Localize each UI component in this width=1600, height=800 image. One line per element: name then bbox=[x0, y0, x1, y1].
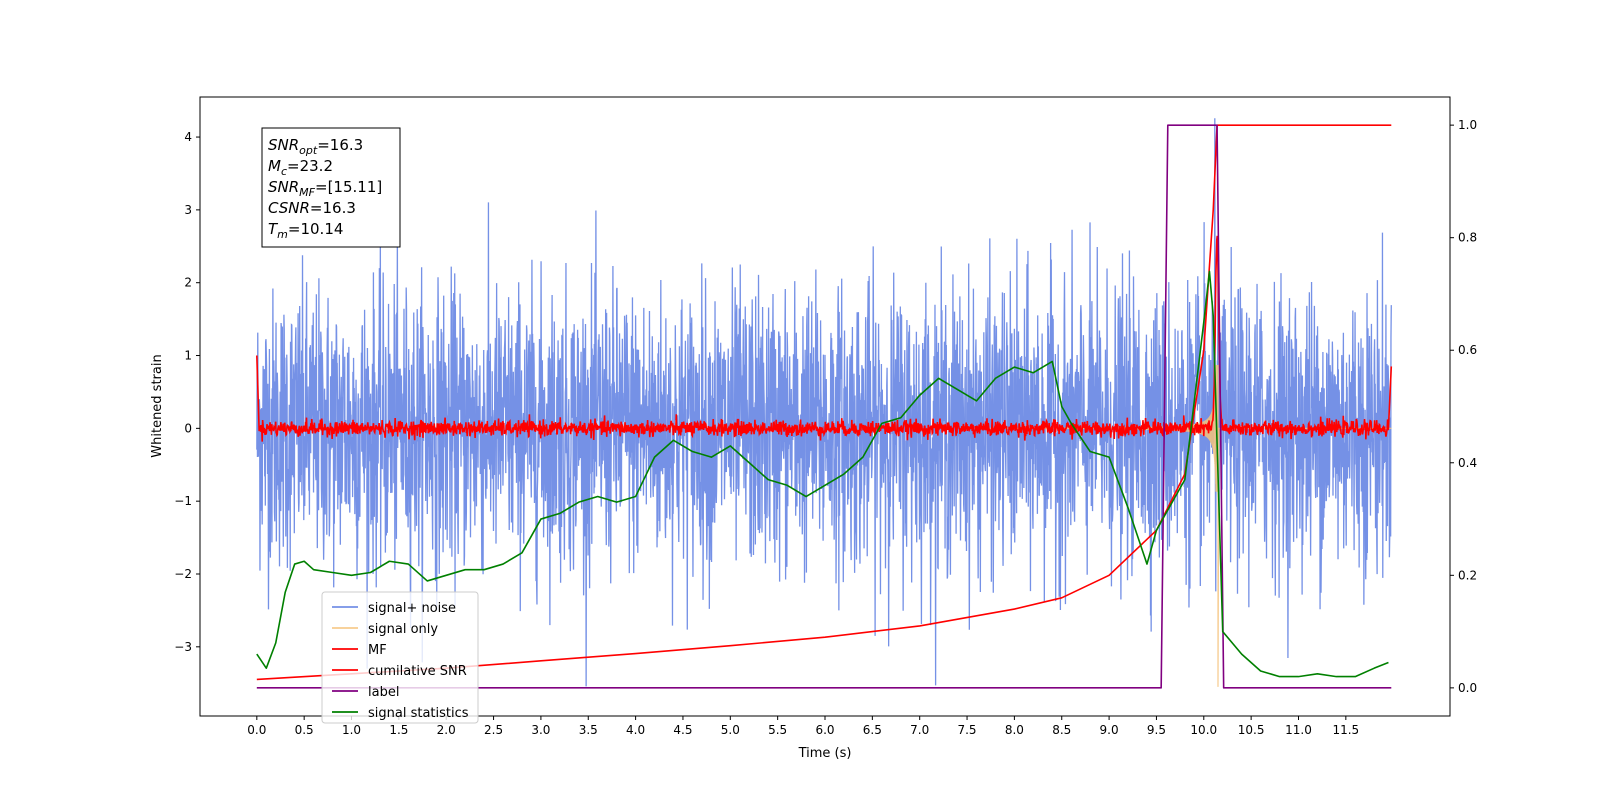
y2-tick-label: 0.4 bbox=[1458, 456, 1477, 470]
y-tick-label: −2 bbox=[174, 567, 192, 581]
x-tick-label: 0.0 bbox=[247, 723, 266, 737]
info-line-m-c: Mc=23.2 bbox=[268, 157, 333, 178]
legend-label-signal-only: signal only bbox=[368, 622, 438, 637]
legend-label-label: label bbox=[368, 685, 399, 700]
x-tick-label: 11.5 bbox=[1332, 723, 1359, 737]
x-tick-label: 7.0 bbox=[910, 723, 929, 737]
x-tick-label: 2.5 bbox=[484, 723, 503, 737]
legend-label-mf: MF bbox=[368, 643, 387, 658]
series-mf bbox=[256, 235, 1393, 442]
x-tick-label: 0.5 bbox=[295, 723, 314, 737]
x-tick-label: 2.0 bbox=[437, 723, 456, 737]
series-layer bbox=[256, 118, 1393, 689]
series-label bbox=[256, 124, 1392, 689]
x-axis: 0.0 0.5 1.0 1.5 2.0 2.5 3.0 3.5 4.0 4.5 5.0 5.5 6.0 6… bbox=[247, 716, 1359, 737]
y-tick-label: 1 bbox=[184, 349, 192, 363]
x-tick-label: 1.5 bbox=[389, 723, 408, 737]
x-tick-label: 1.0 bbox=[342, 723, 361, 737]
x-tick-label: 5.5 bbox=[768, 723, 787, 737]
x-tick-label: 6.0 bbox=[815, 723, 834, 737]
series-cumilative-snr bbox=[256, 124, 1392, 681]
y2-tick-label: 0.8 bbox=[1458, 231, 1477, 245]
y-tick-label: 3 bbox=[184, 203, 192, 217]
x-tick-label: 8.5 bbox=[1052, 723, 1071, 737]
y2-tick-label: 0.0 bbox=[1458, 681, 1477, 695]
x-tick-label: 5.0 bbox=[721, 723, 740, 737]
x-tick-label: 10.0 bbox=[1190, 723, 1217, 737]
info-line-snr-opt: SNRopt=16.3 bbox=[268, 136, 363, 157]
info-line-csnr: CSNR=16.3 bbox=[268, 199, 356, 217]
y-axis-right: 0.0 0.2 0.4 0.6 0.8 1.0 bbox=[1450, 118, 1477, 695]
y2-tick-label: 0.6 bbox=[1458, 343, 1477, 357]
x-axis-label: Time (s) bbox=[798, 746, 852, 761]
y2-tick-label: 0.2 bbox=[1458, 568, 1477, 582]
legend-frame bbox=[321, 591, 479, 724]
x-tick-label: 6.5 bbox=[863, 723, 882, 737]
y-tick-label: 2 bbox=[184, 276, 192, 290]
y-tick-label: 4 bbox=[184, 130, 192, 144]
legend-label-signal-statistics: signal statistics bbox=[368, 706, 469, 721]
y-tick-label: −1 bbox=[174, 494, 192, 508]
legend: signal+ noise signal only MF cumilative SNR… bbox=[321, 591, 479, 724]
x-tick-label: 9.0 bbox=[1100, 723, 1119, 737]
y-axis-label: Whitened strain bbox=[150, 354, 165, 457]
x-tick-label: 9.5 bbox=[1147, 723, 1166, 737]
x-tick-label: 4.5 bbox=[673, 723, 692, 737]
series-signal-statistics bbox=[256, 270, 1389, 678]
legend-label-signal-noise: signal+ noise bbox=[368, 601, 456, 616]
x-tick-label: 7.5 bbox=[957, 723, 976, 737]
x-tick-label: 8.0 bbox=[1005, 723, 1024, 737]
y-axis-left: −3 −2 −1 0 1 2 3 4 bbox=[174, 130, 200, 654]
y-tick-label: 0 bbox=[184, 421, 192, 435]
legend-label-cumilative-snr: cumilative SNR bbox=[368, 664, 467, 679]
x-tick-label: 3.5 bbox=[579, 723, 598, 737]
x-tick-label: 11.0 bbox=[1285, 723, 1312, 737]
x-tick-label: 10.5 bbox=[1238, 723, 1265, 737]
info-line-t-m: Tm=10.14 bbox=[268, 220, 343, 241]
series-signal-noise bbox=[256, 118, 1392, 687]
x-tick-label: 3.0 bbox=[531, 723, 550, 737]
x-tick-label: 4.0 bbox=[626, 723, 645, 737]
y-tick-label: −3 bbox=[174, 640, 192, 654]
y2-tick-label: 1.0 bbox=[1458, 118, 1477, 132]
info-box-frame bbox=[261, 127, 401, 248]
info-box: SNRopt=16.3Mc=23.2SNRMF=[15.11]CSNR=16.3… bbox=[261, 127, 401, 248]
info-line-snr-mf: SNRMF=[15.11] bbox=[268, 178, 382, 199]
